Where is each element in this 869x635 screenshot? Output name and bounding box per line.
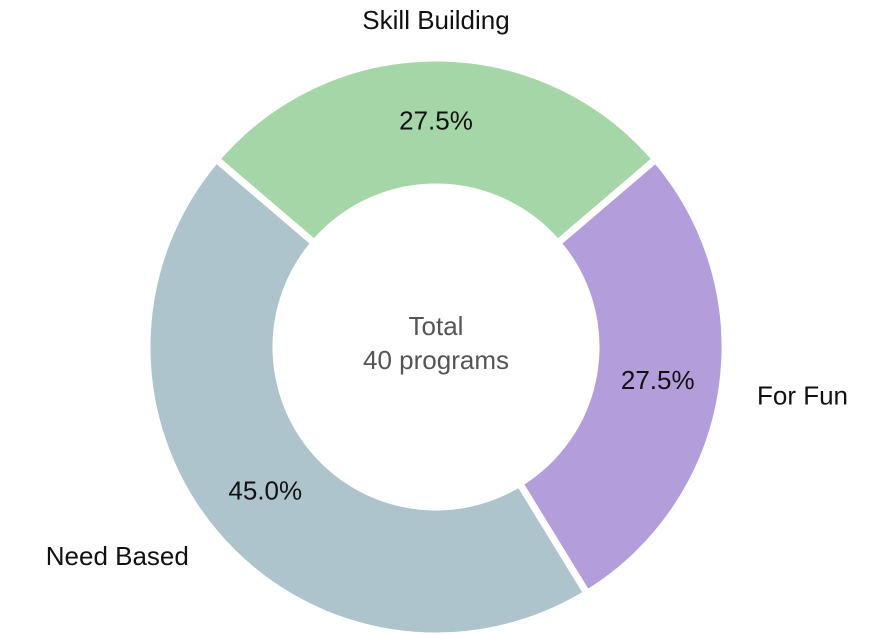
donut-slice	[514, 154, 729, 599]
category-label: Need Based	[46, 541, 189, 571]
value-label: 45.0%	[228, 476, 302, 506]
center-label: Total	[409, 311, 464, 341]
category-label: Skill Building	[362, 5, 509, 35]
center-label: 40 programs	[363, 345, 509, 375]
donut-slice	[211, 54, 661, 249]
donut-slice	[143, 154, 592, 635]
value-label: 27.5%	[621, 365, 695, 395]
category-label: For Fun	[757, 381, 848, 411]
value-label: 27.5%	[399, 105, 473, 135]
